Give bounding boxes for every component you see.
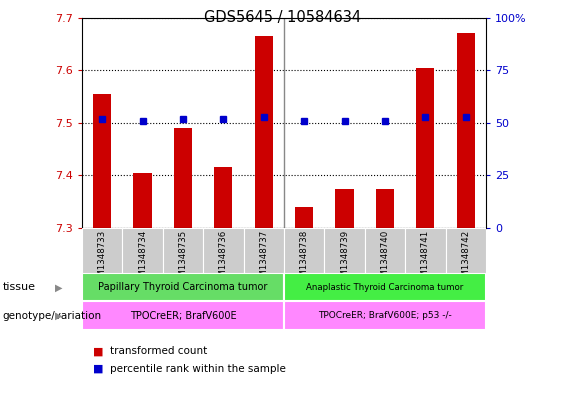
- Bar: [457, 33, 475, 228]
- Text: GSM1348739: GSM1348739: [340, 230, 349, 288]
- Text: ■: ■: [93, 364, 104, 374]
- Text: TPOCreER; BrafV600E: TPOCreER; BrafV600E: [129, 310, 236, 321]
- Bar: [284, 228, 324, 273]
- Bar: [255, 36, 273, 228]
- Bar: [295, 207, 313, 228]
- Bar: [416, 68, 434, 228]
- Bar: [445, 228, 486, 273]
- Bar: [82, 273, 284, 301]
- Text: ▶: ▶: [55, 310, 63, 321]
- Text: tissue: tissue: [3, 282, 36, 292]
- Bar: [244, 228, 284, 273]
- Text: GSM1348738: GSM1348738: [299, 230, 308, 288]
- Text: GSM1348734: GSM1348734: [138, 230, 147, 288]
- Bar: [284, 301, 486, 330]
- Bar: [133, 173, 151, 228]
- Text: ■: ■: [93, 346, 104, 356]
- Text: GSM1348740: GSM1348740: [380, 230, 389, 288]
- Text: Anaplastic Thyroid Carcinoma tumor: Anaplastic Thyroid Carcinoma tumor: [306, 283, 463, 292]
- Text: GSM1348741: GSM1348741: [421, 230, 430, 288]
- Text: transformed count: transformed count: [110, 346, 207, 356]
- Text: GSM1348735: GSM1348735: [179, 230, 188, 288]
- Bar: [405, 228, 445, 273]
- Bar: [376, 189, 394, 228]
- Bar: [163, 228, 203, 273]
- Text: ▶: ▶: [55, 282, 63, 292]
- Text: genotype/variation: genotype/variation: [3, 310, 102, 321]
- Text: GSM1348742: GSM1348742: [461, 230, 470, 288]
- Bar: [122, 228, 163, 273]
- Bar: [284, 273, 486, 301]
- Text: percentile rank within the sample: percentile rank within the sample: [110, 364, 286, 374]
- Text: GSM1348736: GSM1348736: [219, 230, 228, 288]
- Text: TPOCreER; BrafV600E; p53 -/-: TPOCreER; BrafV600E; p53 -/-: [318, 311, 452, 320]
- Bar: [214, 167, 232, 228]
- Bar: [82, 228, 122, 273]
- Bar: [82, 301, 284, 330]
- Bar: [336, 189, 354, 228]
- Bar: [203, 228, 244, 273]
- Bar: [324, 228, 365, 273]
- Text: Papillary Thyroid Carcinoma tumor: Papillary Thyroid Carcinoma tumor: [98, 282, 268, 292]
- Bar: [174, 128, 192, 228]
- Text: GSM1348737: GSM1348737: [259, 230, 268, 288]
- Bar: [365, 228, 405, 273]
- Text: GSM1348733: GSM1348733: [98, 230, 107, 288]
- Text: GDS5645 / 10584634: GDS5645 / 10584634: [204, 10, 361, 25]
- Bar: [93, 94, 111, 228]
